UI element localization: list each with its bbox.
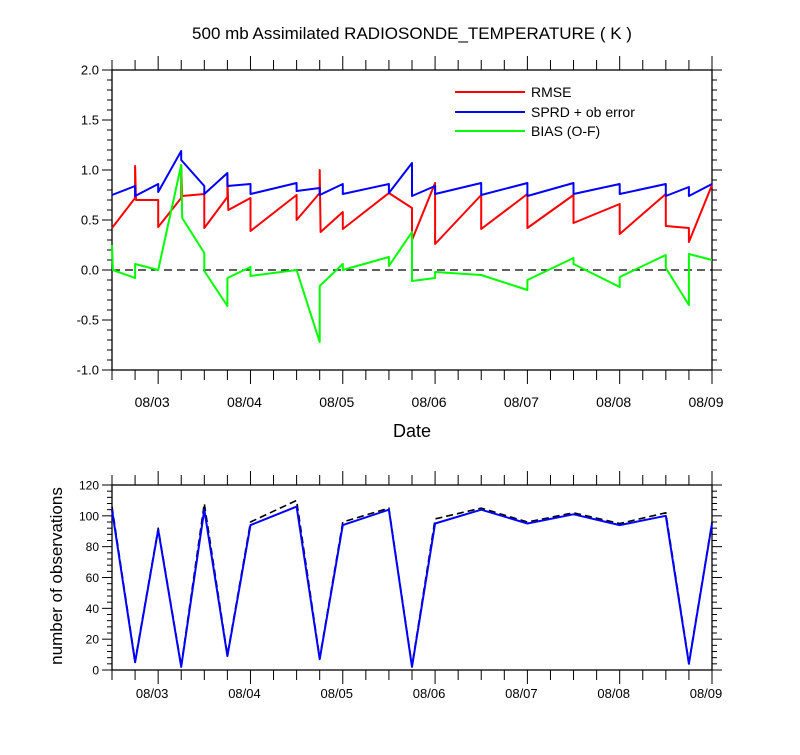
top-y-tick-label: -0.5 (77, 313, 99, 328)
bottom-y-tick-label: 40 (86, 602, 100, 616)
chart-title: 500 mb Assimilated RADIOSONDE_TEMPERATUR… (192, 24, 632, 43)
legend: RMSE SPRD + ob error BIAS (O-F) (455, 84, 635, 139)
bottom-x-tick-label: 08/06 (413, 686, 446, 701)
bottom-x-tick-label: 08/08 (597, 686, 630, 701)
top-y-tick-label: -1.0 (77, 363, 99, 378)
top-x-tick-label: 08/08 (596, 394, 631, 410)
bottom-y-tick-label: 120 (79, 479, 99, 493)
bottom-x-tick-label: 08/05 (320, 686, 353, 701)
bottom-y-tick-label: 80 (86, 540, 100, 554)
top-series-bias-o-f (111, 164, 713, 343)
top-x-tick-label: 08/03 (135, 394, 170, 410)
top-y-tick-label: 0.0 (81, 263, 99, 278)
bottom-y-tick-label: 60 (86, 571, 100, 585)
legend-label-rmse: RMSE (531, 84, 571, 100)
bottom-series-used (111, 505, 713, 668)
top-panel: 2.0 1.5 1.0 0.5 0.0 -0.5 -1.0 08/03 08/04 08/05 08… (77, 56, 724, 410)
legend-label-sprd: SPRD + ob error (531, 104, 635, 120)
bottom-y-tick-label: 100 (79, 509, 99, 523)
top-x-tick-label: 08/07 (504, 394, 539, 410)
top-x-tick-label: 08/06 (412, 394, 447, 410)
top-y-tick-label: 2.0 (81, 63, 99, 78)
top-x-tick-label: 08/05 (319, 394, 354, 410)
bottom-x-tick-label: 08/03 (136, 686, 169, 701)
top-x-tick-label: 08/04 (227, 394, 262, 410)
bottom-x-tick-label: 08/07 (505, 686, 538, 701)
legend-label-bias: BIAS (O-F) (531, 123, 600, 139)
bottom-y-tick-label: 0 (92, 664, 99, 678)
bottom-panel: 120 100 80 60 40 20 0 08/03 08/04 08/05 08/06 08/07… (79, 471, 722, 701)
top-y-tick-label: 0.5 (81, 213, 99, 228)
bottom-plot-frame (111, 484, 713, 671)
y-axis-label: number of observations (47, 487, 66, 665)
bottom-x-tick-label: 08/09 (690, 686, 723, 701)
top-y-tick-label: 1.5 (81, 113, 99, 128)
bottom-y-tick-label: 20 (86, 633, 100, 647)
bottom-x-tick-label: 08/04 (228, 686, 261, 701)
top-x-tick-label: 08/09 (688, 394, 723, 410)
top-series-sprd-ob-error (111, 150, 713, 197)
top-y-tick-label: 1.0 (81, 163, 99, 178)
x-axis-label: Date (393, 421, 431, 441)
